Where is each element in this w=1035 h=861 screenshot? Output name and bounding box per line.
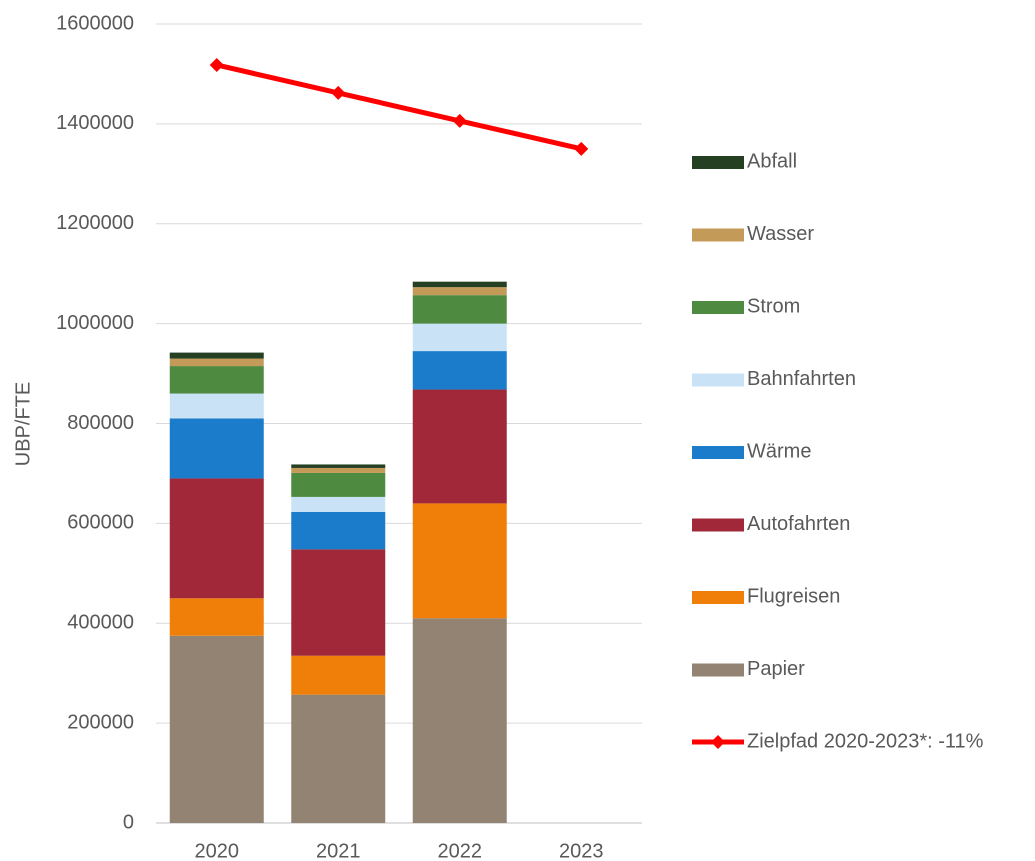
legend-swatch bbox=[692, 663, 744, 677]
legend-label: Strom bbox=[747, 295, 800, 317]
bar-segment bbox=[169, 358, 264, 367]
bar-segment bbox=[169, 366, 264, 394]
bar-segment bbox=[291, 549, 386, 656]
target-line-path bbox=[216, 62, 582, 152]
x-axis-ticks: 2020 2021 2022 2023 bbox=[195, 840, 604, 861]
legend-swatch bbox=[692, 228, 744, 242]
legend-line-marker bbox=[711, 735, 725, 749]
legend-swatch bbox=[692, 518, 744, 532]
legend-swatch bbox=[692, 591, 744, 604]
bar-segment bbox=[412, 281, 507, 288]
bars bbox=[169, 281, 507, 823]
bar-segment bbox=[291, 511, 386, 550]
legend-swatch bbox=[692, 156, 744, 169]
y-tick-label: 0 bbox=[123, 811, 134, 833]
x-tick-label: 2023 bbox=[559, 840, 604, 861]
target-line-marker bbox=[209, 57, 224, 72]
target-line-marker bbox=[574, 141, 589, 156]
bar-segment bbox=[412, 389, 507, 504]
bar-segment bbox=[169, 352, 264, 359]
legend-label: Autofahrten bbox=[747, 513, 850, 535]
bar-segment bbox=[169, 598, 264, 636]
bar-segment bbox=[291, 464, 386, 468]
legend-label: Papier bbox=[747, 658, 805, 680]
legend-label: Bahnfahrten bbox=[747, 368, 856, 390]
legend-swatch bbox=[692, 301, 744, 314]
bar-segment bbox=[412, 351, 507, 390]
legend-label: Wasser bbox=[747, 223, 814, 245]
bar-segment bbox=[412, 287, 507, 296]
target-line-marker bbox=[452, 113, 467, 128]
bar-segment bbox=[412, 323, 507, 352]
bar-segment bbox=[291, 694, 386, 823]
bar-segment bbox=[412, 503, 507, 619]
x-tick-label: 2020 bbox=[195, 840, 240, 861]
y-tick-label: 400000 bbox=[67, 612, 134, 634]
y-tick-label: 1000000 bbox=[56, 312, 134, 334]
legend-label: Zielpfad 2020-2023*: -11% bbox=[747, 730, 984, 752]
legend-label: Wärme bbox=[747, 440, 811, 462]
legend-swatch bbox=[692, 446, 744, 459]
y-tick-label: 800000 bbox=[67, 412, 134, 434]
y-axis-ticks: 0 200000 400000 600000 800000 1000000 1200000 1… bbox=[56, 12, 134, 833]
target-line bbox=[209, 57, 589, 156]
bar-segment bbox=[169, 418, 264, 479]
x-tick-label: 2022 bbox=[438, 840, 483, 861]
bar-segment bbox=[169, 635, 264, 823]
bar-segment bbox=[291, 467, 386, 473]
target-line-marker bbox=[331, 85, 346, 100]
y-axis-label: UBP/FTE bbox=[12, 382, 34, 466]
y-tick-label: 1400000 bbox=[56, 112, 134, 134]
bar-segment bbox=[291, 655, 386, 695]
legend-label: Flugreisen bbox=[747, 585, 840, 607]
legend-swatch bbox=[692, 373, 744, 387]
bar-segment bbox=[412, 295, 507, 324]
x-tick-label: 2021 bbox=[316, 840, 361, 861]
bar-segment bbox=[169, 478, 264, 599]
bar-segment bbox=[291, 496, 386, 512]
y-tick-label: 1600000 bbox=[56, 12, 134, 34]
legend: Abfall Wasser Strom Bahnfahrten Wärme Autofah… bbox=[692, 150, 984, 752]
y-tick-label: 600000 bbox=[67, 512, 134, 534]
bar-segment bbox=[169, 393, 264, 419]
y-tick-label: 1200000 bbox=[56, 212, 134, 234]
bar-segment bbox=[412, 618, 507, 823]
legend-label: Abfall bbox=[747, 150, 797, 172]
y-tick-label: 200000 bbox=[67, 711, 134, 733]
bar-segment bbox=[291, 472, 386, 497]
